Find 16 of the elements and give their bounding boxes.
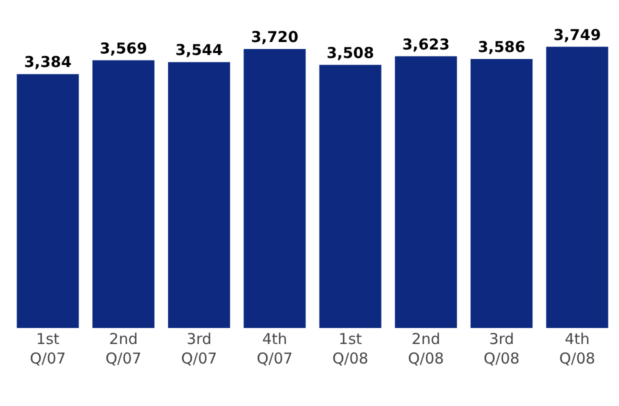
x-tick-label: 2nd Q/08	[408, 330, 444, 368]
x-tick-label: 4th Q/07	[256, 330, 293, 368]
data-label: 3,569	[100, 39, 148, 58]
data-label: 3,749	[553, 26, 601, 44]
data-label: 3,586	[478, 38, 526, 56]
x-tick-label: 1st Q/07	[30, 330, 66, 368]
x-tick-label: 1st Q/08	[332, 330, 368, 368]
data-label: 3,720	[250, 28, 298, 46]
x-tick-label: 2nd Q/07	[105, 330, 142, 368]
x-tick-label: 4th Q/08	[559, 330, 596, 368]
x-tick-label: 3rd Q/07	[181, 330, 218, 368]
x-tick-label: 3rd Q/08	[484, 330, 520, 368]
data-label: 3,508	[326, 44, 374, 62]
data-label: 3,384	[24, 53, 72, 72]
data-label: 3,623	[402, 35, 450, 54]
data-label: 3,544	[175, 41, 223, 60]
